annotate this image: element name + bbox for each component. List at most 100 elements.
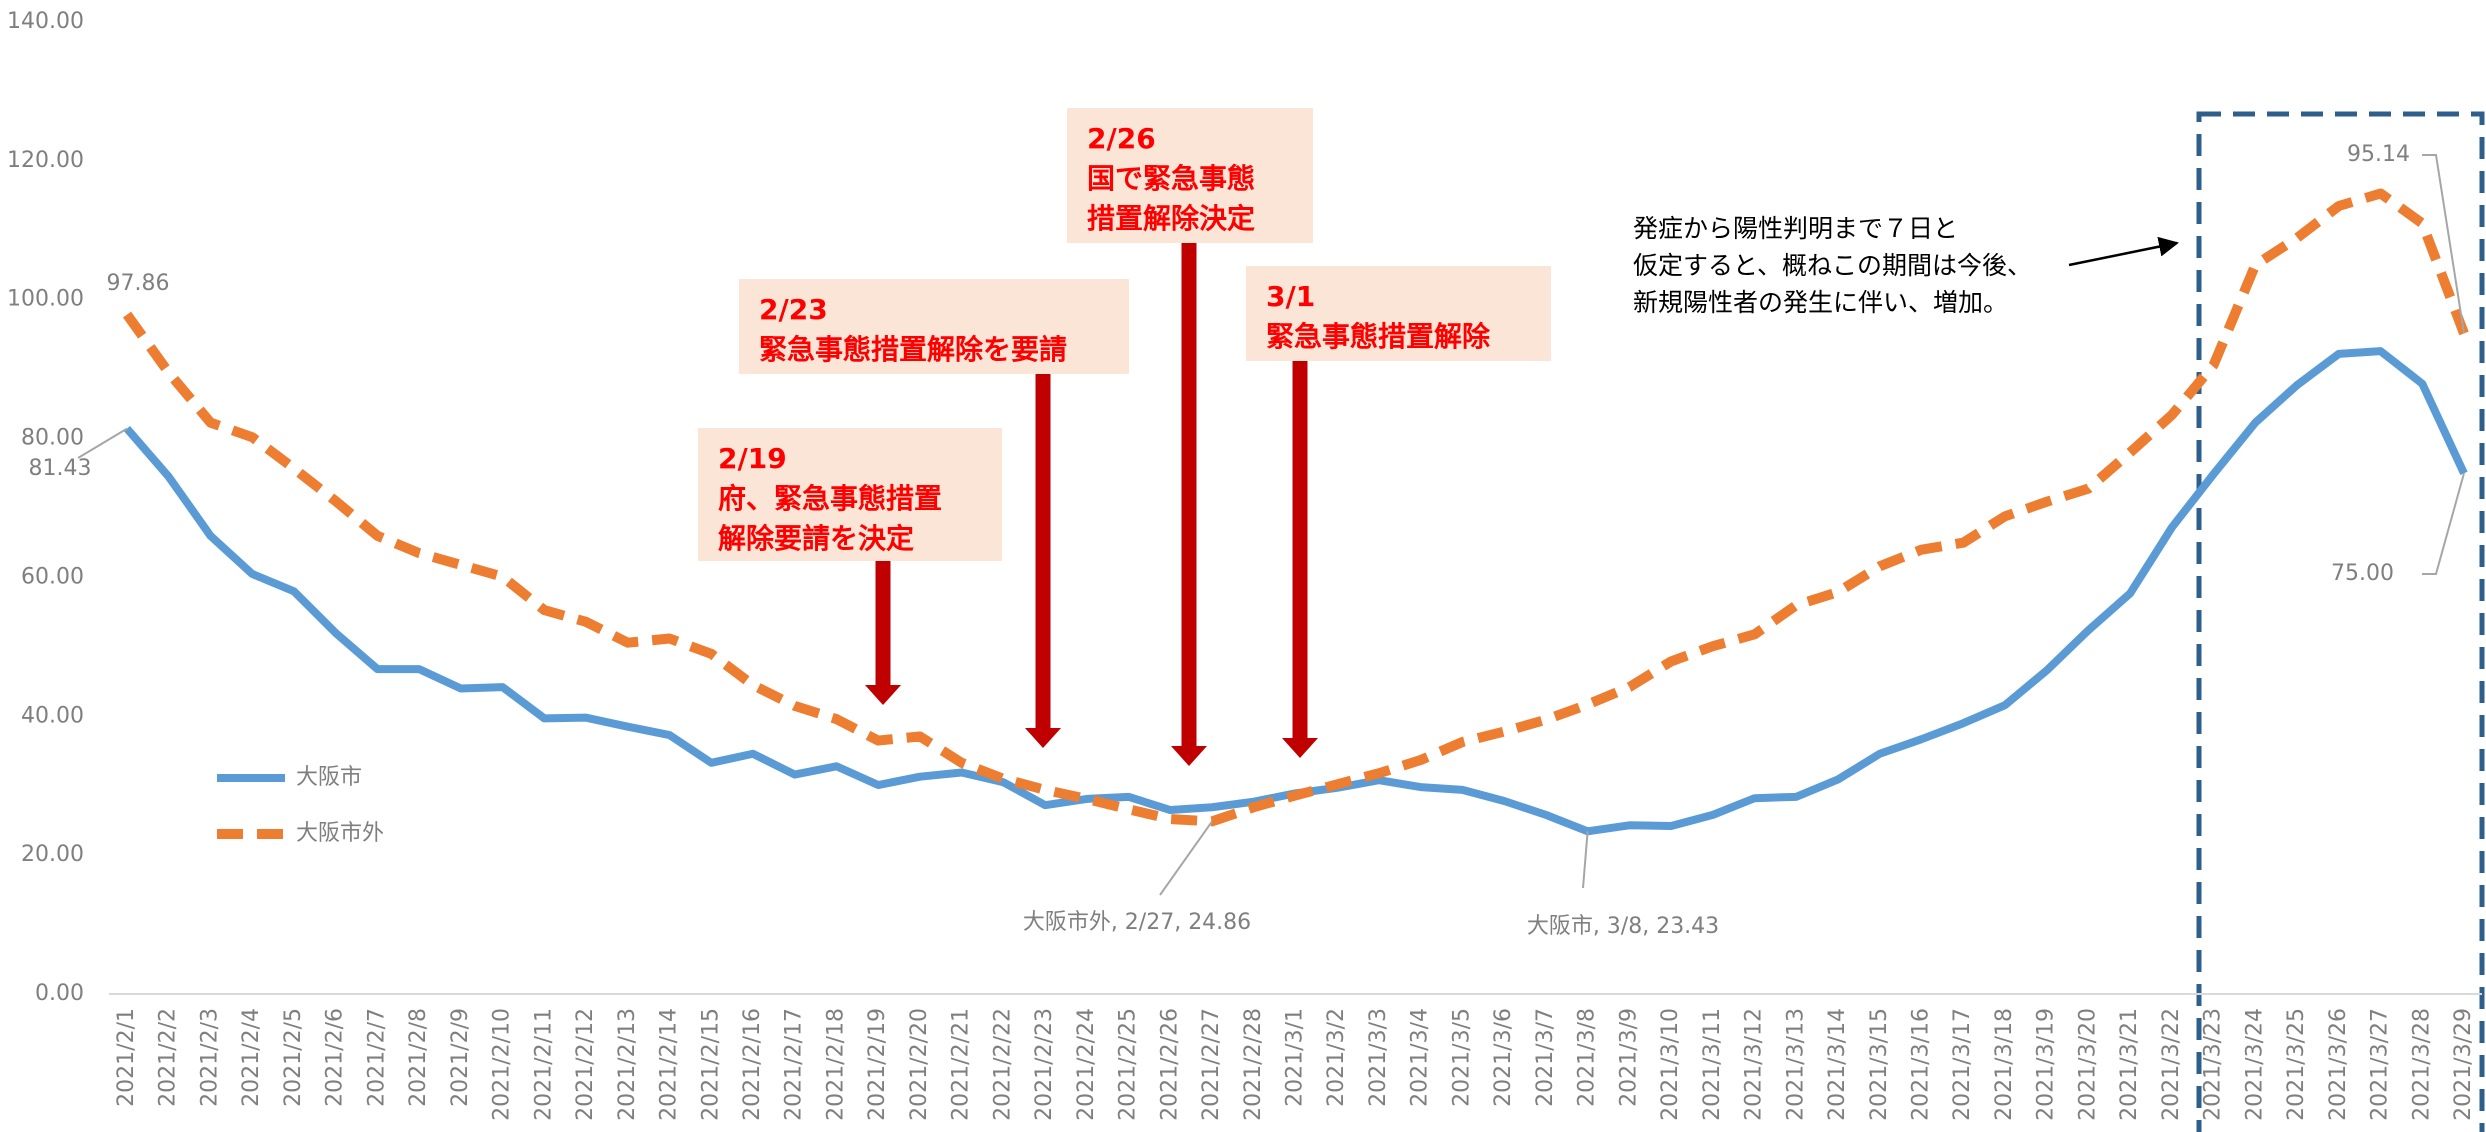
leader-line bbox=[77, 427, 128, 459]
note-arrow bbox=[2068, 236, 2179, 267]
x-tick-label: 2021/2/18 bbox=[823, 1008, 848, 1121]
x-tick-label: 2021/2/21 bbox=[949, 1008, 974, 1121]
y-tick-label: 40.00 bbox=[21, 703, 84, 728]
data-label: 97.86 bbox=[107, 271, 170, 296]
x-tick-label: 2021/2/12 bbox=[573, 1008, 598, 1121]
annotation-box bbox=[1246, 266, 1551, 361]
x-tick-label: 2021/3/18 bbox=[1992, 1008, 2017, 1121]
x-tick-label: 2021/2/27 bbox=[1199, 1008, 1224, 1121]
x-tick-label: 2021/3/23 bbox=[2201, 1008, 2226, 1121]
note-text: 新規陽性者の発生に伴い、増加。 bbox=[1633, 288, 2008, 317]
x-tick-label: 2021/2/8 bbox=[406, 1008, 431, 1107]
annotation-text: 措置解除決定 bbox=[1087, 202, 1255, 235]
x-tick-label: 2021/2/5 bbox=[281, 1008, 306, 1107]
x-tick-label: 2021/3/2 bbox=[1324, 1008, 1349, 1107]
x-tick-label: 2021/2/4 bbox=[239, 1008, 264, 1107]
x-tick-label: 2021/2/25 bbox=[1116, 1008, 1141, 1121]
x-tick-label: 2021/2/22 bbox=[990, 1008, 1015, 1121]
data-label: 81.43 bbox=[29, 456, 92, 481]
x-tick-label: 2021/3/27 bbox=[2368, 1008, 2393, 1121]
x-tick-label: 2021/3/21 bbox=[2117, 1008, 2142, 1121]
annotation-text: 2/26 bbox=[1087, 122, 1156, 155]
x-tick-label: 2021/3/25 bbox=[2284, 1008, 2309, 1121]
x-tick-label: 2021/3/19 bbox=[2034, 1008, 2059, 1121]
x-tick-label: 2021/3/20 bbox=[2075, 1008, 2100, 1121]
legend-label: 大阪市 bbox=[296, 765, 362, 790]
x-tick-label: 2021/3/5 bbox=[1449, 1008, 1474, 1107]
leader-line bbox=[1582, 831, 1589, 889]
x-tick-label: 2021/3/7 bbox=[1533, 1008, 1558, 1107]
legend-label: 大阪市外 bbox=[296, 821, 384, 846]
x-tick-label: 2021/3/3 bbox=[1366, 1008, 1391, 1107]
annotation-text: 国で緊急事態 bbox=[1087, 162, 1255, 195]
annotation-arrow-head bbox=[1025, 728, 1061, 748]
note-text: 仮定すると、概ねこの期間は今後、 bbox=[1633, 251, 2032, 280]
annotation-text: 2/19 bbox=[718, 442, 787, 475]
y-tick-label: 60.00 bbox=[21, 564, 84, 589]
x-tick-label: 2021/2/3 bbox=[197, 1008, 222, 1107]
y-tick-label: 20.00 bbox=[21, 842, 84, 867]
annotation-text: 緊急事態措置解除を要請 bbox=[759, 333, 1067, 366]
x-tick-label: 2021/2/16 bbox=[740, 1008, 765, 1121]
y-tick-label: 140.00 bbox=[7, 9, 84, 34]
x-tick-label: 2021/3/10 bbox=[1658, 1008, 1683, 1121]
data-label: 大阪市外, 2/27, 24.86 bbox=[1023, 910, 1251, 935]
x-tick-label: 2021/2/13 bbox=[615, 1008, 640, 1121]
annotation-text: 解除要請を決定 bbox=[718, 522, 914, 555]
annotation-box bbox=[698, 428, 1002, 561]
x-tick-label: 2021/2/26 bbox=[1157, 1008, 1182, 1121]
annotation-text: 2/23 bbox=[759, 293, 828, 326]
series-line bbox=[122, 188, 2469, 827]
x-tick-label: 2021/2/1 bbox=[114, 1008, 139, 1107]
x-tick-label: 2021/2/11 bbox=[531, 1008, 556, 1121]
x-tick-label: 2021/3/6 bbox=[1491, 1008, 1516, 1107]
annotation-box bbox=[1067, 108, 1313, 243]
x-tick-label: 2021/2/10 bbox=[490, 1008, 515, 1121]
x-tick-label: 2021/3/26 bbox=[2326, 1008, 2351, 1121]
x-tick-label: 2021/2/2 bbox=[156, 1008, 181, 1107]
annotation-text: 府、緊急事態措置 bbox=[718, 482, 942, 515]
x-tick-label: 2021/3/4 bbox=[1408, 1008, 1433, 1107]
y-tick-label: 100.00 bbox=[7, 287, 84, 312]
x-tick-label: 2021/2/14 bbox=[657, 1008, 682, 1121]
x-tick-label: 2021/2/9 bbox=[448, 1008, 473, 1107]
x-tick-label: 2021/3/9 bbox=[1616, 1008, 1641, 1107]
leader-line bbox=[1159, 820, 1213, 896]
annotation-arrow-head bbox=[865, 685, 901, 705]
data-label: 75.00 bbox=[2331, 561, 2394, 586]
x-tick-label: 2021/3/12 bbox=[1742, 1008, 1767, 1121]
data-label: 95.14 bbox=[2347, 142, 2410, 167]
x-tick-label: 2021/3/28 bbox=[2409, 1008, 2434, 1121]
x-tick-label: 2021/3/1 bbox=[1283, 1008, 1308, 1107]
note-text: 発症から陽性判明まで７日と bbox=[1633, 214, 1958, 243]
x-tick-label: 2021/2/15 bbox=[698, 1008, 723, 1121]
y-tick-label: 80.00 bbox=[21, 426, 84, 451]
annotation-arrow-head bbox=[1282, 738, 1318, 758]
x-tick-label: 2021/2/17 bbox=[782, 1008, 807, 1121]
highlight-box bbox=[2196, 111, 2485, 1132]
y-tick-label: 120.00 bbox=[7, 148, 84, 173]
annotation-arrow-head bbox=[1171, 746, 1207, 766]
x-tick-label: 2021/3/22 bbox=[2159, 1008, 2184, 1121]
leader-line bbox=[2422, 154, 2465, 334]
x-tick-label: 2021/3/15 bbox=[1867, 1008, 1892, 1121]
x-tick-label: 2021/2/23 bbox=[1032, 1008, 1057, 1121]
x-tick-label: 2021/2/19 bbox=[865, 1008, 890, 1121]
x-tick-label: 2021/3/24 bbox=[2242, 1008, 2267, 1121]
annotation-text: 3/1 bbox=[1266, 280, 1315, 313]
x-tick-label: 2021/3/16 bbox=[1908, 1008, 1933, 1121]
x-tick-label: 2021/2/7 bbox=[364, 1008, 389, 1107]
leader-line bbox=[2422, 473, 2465, 575]
data-label: 大阪市, 3/8, 23.43 bbox=[1527, 914, 1719, 939]
x-tick-label: 2021/2/24 bbox=[1074, 1008, 1099, 1121]
annotation-text: 緊急事態措置解除 bbox=[1266, 320, 1491, 353]
x-tick-label: 2021/3/29 bbox=[2451, 1008, 2476, 1121]
x-tick-label: 2021/2/20 bbox=[907, 1008, 932, 1121]
y-tick-label: 0.00 bbox=[35, 981, 84, 1006]
x-tick-label: 2021/2/6 bbox=[323, 1008, 348, 1107]
x-tick-label: 2021/2/28 bbox=[1241, 1008, 1266, 1121]
x-tick-label: 2021/3/13 bbox=[1783, 1008, 1808, 1121]
x-tick-label: 2021/3/14 bbox=[1825, 1008, 1850, 1121]
x-tick-label: 2021/3/8 bbox=[1575, 1008, 1600, 1107]
